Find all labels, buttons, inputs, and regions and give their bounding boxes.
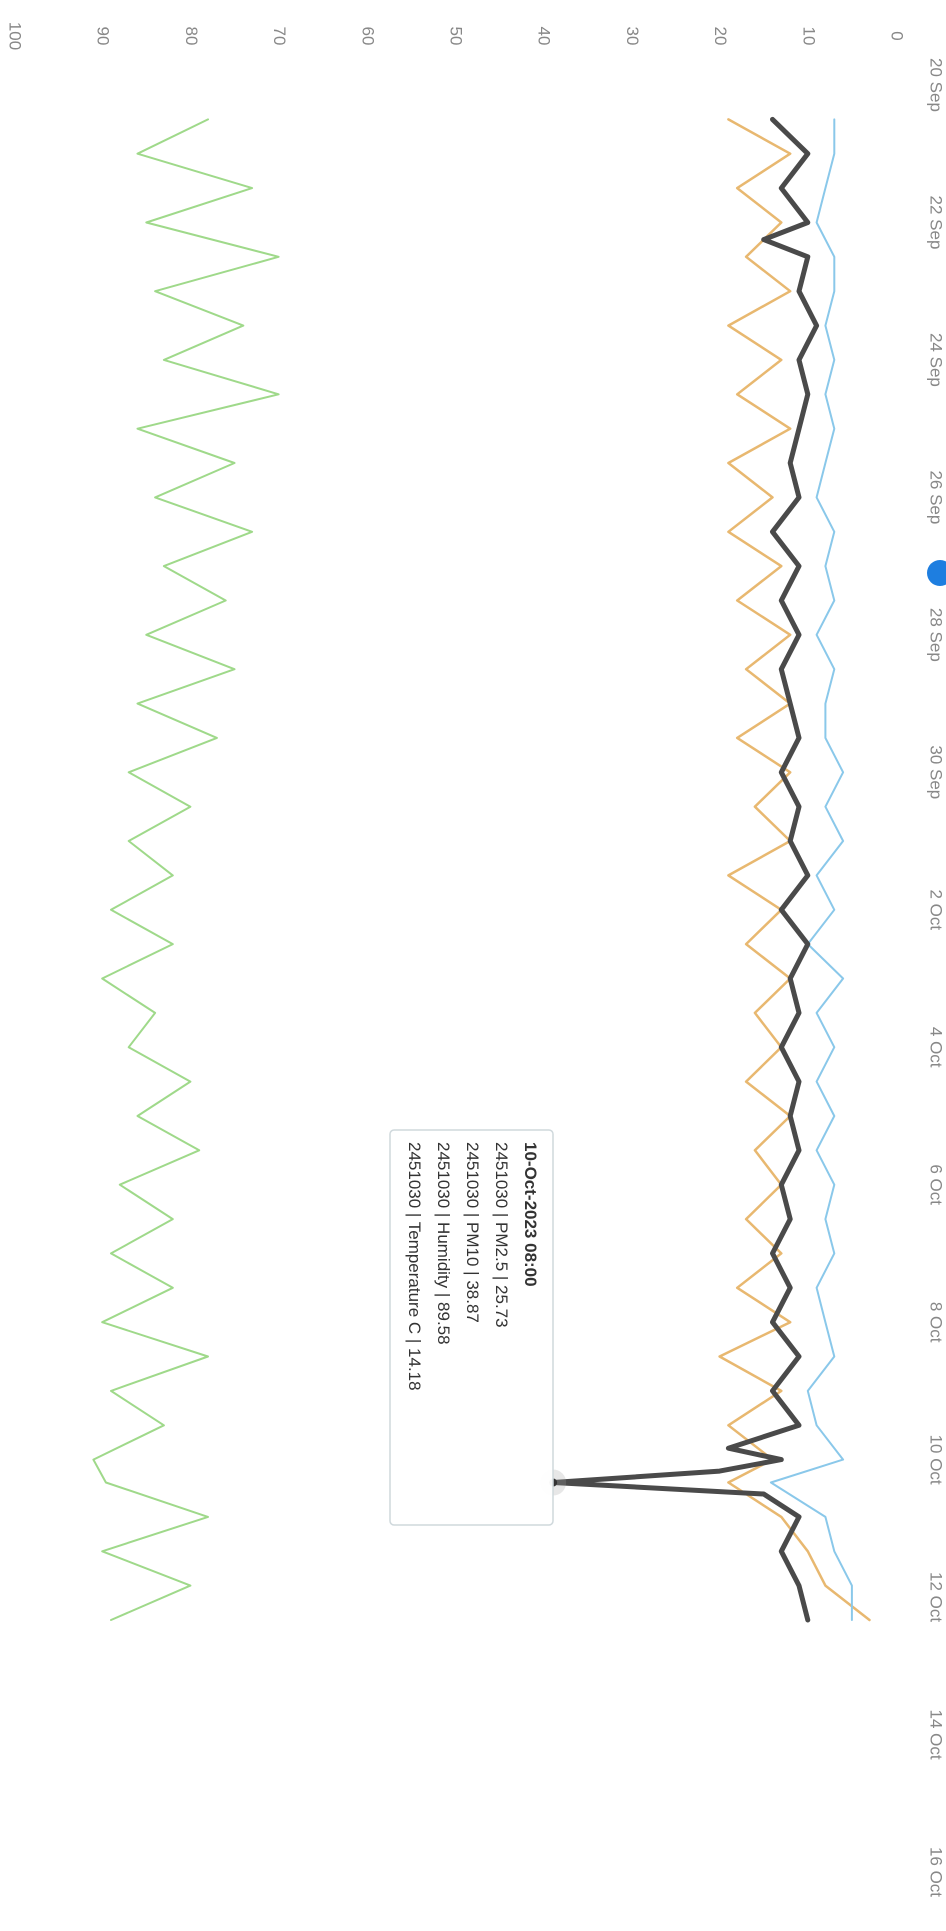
series-line-2[interactable]: [718, 118, 871, 1622]
x-tick-label: 16 Oct: [927, 1847, 946, 1897]
y-tick-label: 20: [711, 27, 730, 46]
y-tick-label: 90: [94, 27, 113, 46]
tooltip-title: 10-Oct-2023 08:00: [521, 1142, 540, 1287]
y-tick-label: 0: [888, 31, 907, 40]
y-tick-label: 60: [358, 27, 377, 46]
x-tick-label: 6 Oct: [927, 1164, 946, 1205]
x-tick-label: 4 Oct: [927, 1027, 946, 1068]
x-tick-label: 24 Sep: [927, 333, 946, 387]
blue-dot-marker[interactable]: [927, 560, 946, 586]
x-tick-label: 20 Sep: [927, 58, 946, 112]
y-tick-label: 50: [447, 27, 466, 46]
x-tick-label: 10 Oct: [927, 1435, 946, 1485]
x-tick-label: 8 Oct: [927, 1302, 946, 1343]
y-tick-label: 40: [535, 27, 554, 46]
x-tick-label: 30 Sep: [927, 745, 946, 799]
tooltip-line: 2451030 | PM10 | 38.87: [463, 1142, 482, 1323]
y-tick-label: 70: [270, 27, 289, 46]
x-tick-label: 14 Oct: [927, 1709, 946, 1759]
series-line-4[interactable]: [550, 116, 820, 1623]
y-tick-label: 30: [623, 27, 642, 46]
tooltip-line: 2451030 | PM2.5 | 25.73: [492, 1142, 511, 1328]
tooltip: 10-Oct-2023 08:00 2451030 | PM2.5 | 25.73…: [389, 1129, 554, 1526]
tooltip-line: 2451030 | Humidity | 89.58: [434, 1142, 453, 1345]
y-axis-ticks: 0 10 20 30 40 50 60 70 80 90 100: [6, 22, 907, 50]
x-tick-label: 12 Oct: [927, 1572, 946, 1622]
y-tick-label: 80: [182, 27, 201, 46]
series-line-1[interactable]: [92, 118, 280, 1621]
x-tick-label: 28 Sep: [927, 608, 946, 662]
tooltip-box: [389, 1129, 554, 1526]
tooltip-line: 2451030 | Temperature C | 14.18: [405, 1142, 424, 1391]
x-tick-label: 26 Sep: [927, 470, 946, 524]
x-tick-label: 2 Oct: [927, 889, 946, 930]
series-line-3[interactable]: [769, 118, 853, 1621]
x-axis-ticks: 20 Sep 22 Sep 24 Sep 26 Sep 28 Sep 30 Sep 2 Oc…: [927, 58, 946, 1897]
x-tick-label: 22 Sep: [927, 196, 946, 250]
y-tick-label: 100: [6, 22, 25, 50]
plot-area: 20 Sep 22 Sep 24 Sep 26 Sep 28 Sep 30 Sep 2 Oc…: [6, 22, 946, 1897]
y-tick-label: 10: [799, 27, 818, 46]
